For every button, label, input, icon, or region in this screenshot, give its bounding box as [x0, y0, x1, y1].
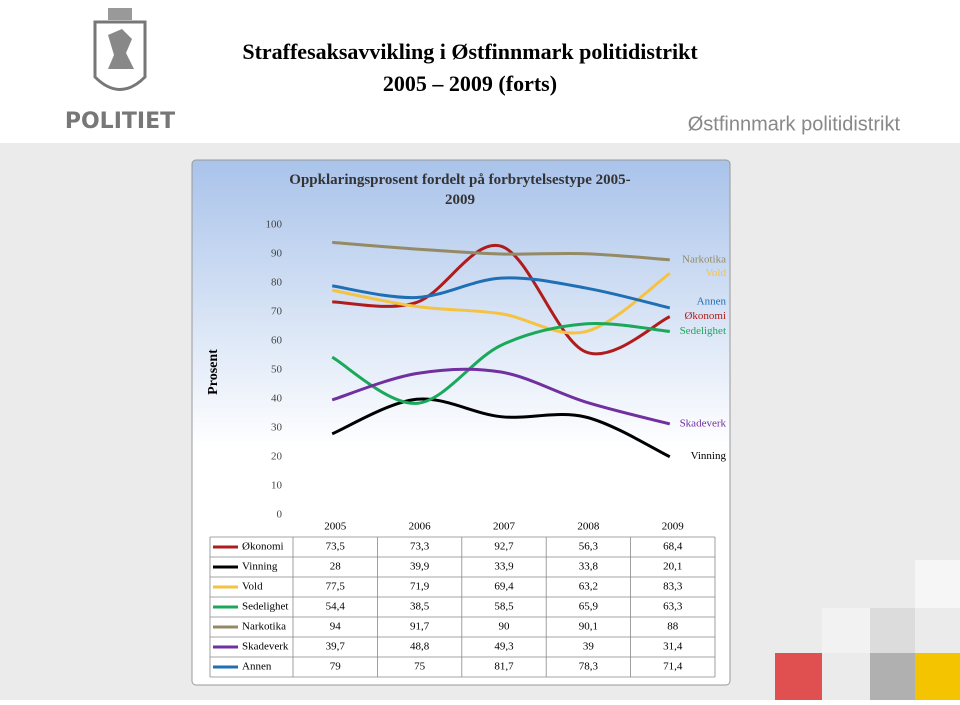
logo-text: POLITIET — [65, 109, 175, 134]
table-cell: 90,1 — [579, 621, 598, 633]
table-cell: 88 — [667, 621, 679, 633]
table-cell: 31,4 — [663, 641, 683, 653]
slide-subtitle: 2005 – 2009 (forts) — [383, 71, 557, 96]
line-series — [332, 243, 671, 356]
table-cell: 91,7 — [410, 621, 430, 633]
x-tick-label: 2009 — [662, 521, 685, 533]
table-cell: 75 — [414, 661, 426, 673]
table-cell: 83,3 — [663, 581, 683, 593]
deco — [915, 653, 960, 700]
table-cell: 69,4 — [494, 581, 514, 593]
line-series — [331, 276, 671, 310]
deco — [870, 653, 915, 700]
legend-label: Vold — [242, 581, 263, 593]
series-end-label: Vold — [705, 267, 726, 279]
y-tick-label: 70 — [271, 306, 283, 318]
table-cell: 63,2 — [579, 581, 598, 593]
legend-label: Økonomi — [242, 541, 284, 553]
series-end-label: Skadeverk — [680, 417, 727, 429]
slide-title: Straffesaksavvikling i Østfinnmark polit… — [242, 39, 698, 64]
table-cell: 48,8 — [410, 641, 430, 653]
y-tick-label: 40 — [271, 393, 283, 405]
series-end-label: Vinning — [691, 450, 727, 462]
x-tick-label: 2005 — [324, 521, 347, 533]
series-end-label: Annen — [697, 295, 727, 307]
y-tick-label: 100 — [266, 219, 283, 231]
table-cell: 20,1 — [663, 561, 682, 573]
table-cell: 39 — [583, 641, 595, 653]
y-axis-label: Prosent — [206, 349, 221, 395]
deco — [870, 608, 915, 653]
table-cell: 49,3 — [494, 641, 514, 653]
table-cell: 56,3 — [579, 541, 599, 553]
table-cell: 33,9 — [494, 561, 514, 573]
table-cell: 94 — [330, 621, 342, 633]
table-cell: 90 — [499, 621, 511, 633]
legend-label: Sedelighet — [242, 601, 288, 613]
table-cell: 39,9 — [410, 561, 430, 573]
table-cell: 33,8 — [579, 561, 599, 573]
table-cell: 63,3 — [663, 601, 683, 613]
y-tick-label: 80 — [271, 277, 283, 289]
y-tick-label: 20 — [271, 451, 283, 463]
table-cell: 78,3 — [579, 661, 599, 673]
district: Østfinnmark politidistrikt — [688, 113, 901, 135]
x-tick-label: 2007 — [493, 521, 516, 533]
series-end-label: Økonomi — [684, 310, 726, 322]
deco — [822, 608, 870, 653]
table-cell: 81,7 — [494, 661, 514, 673]
deco — [775, 653, 822, 700]
table-cell: 73,3 — [410, 541, 430, 553]
legend-label: Skadeverk — [242, 641, 289, 653]
table-cell: 58,5 — [494, 601, 514, 613]
y-tick-label: 60 — [271, 335, 283, 347]
series-end-label: Narkotika — [682, 253, 726, 265]
legend-label: Vinning — [242, 561, 278, 573]
series-end-label: Sedelighet — [680, 325, 726, 337]
deco — [915, 560, 960, 608]
x-tick-label: 2006 — [409, 521, 432, 533]
table-cell: 54,4 — [326, 601, 346, 613]
table-cell: 65,9 — [579, 601, 599, 613]
y-tick-label: 50 — [271, 364, 283, 376]
line-series — [331, 272, 671, 335]
logo — [93, 8, 147, 91]
table-cell: 73,5 — [326, 541, 346, 553]
line-series — [331, 397, 671, 459]
y-tick-label: 10 — [271, 480, 283, 492]
chart-title: Oppklaringsprosent fordelt på forbrytels… — [289, 172, 630, 208]
table-cell: 39,7 — [326, 641, 346, 653]
table-cell: 92,7 — [494, 541, 514, 553]
table-cell: 71,9 — [410, 581, 430, 593]
table-cell: 77,5 — [326, 581, 346, 593]
y-tick-label: 30 — [271, 422, 283, 434]
y-tick-label: 0 — [277, 509, 283, 521]
line-series — [332, 240, 670, 262]
x-tick-label: 2008 — [577, 521, 600, 533]
y-tick-label: 90 — [271, 248, 283, 260]
table-cell: 79 — [330, 661, 342, 673]
line-series — [331, 322, 670, 405]
table-cell: 28 — [330, 561, 342, 573]
table-cell: 38,5 — [410, 601, 430, 613]
table-cell: 68,4 — [663, 541, 683, 553]
legend-label: Narkotika — [242, 621, 286, 633]
legend-label: Annen — [242, 661, 272, 673]
line-series — [331, 367, 671, 426]
table-cell: 71,4 — [663, 661, 683, 673]
